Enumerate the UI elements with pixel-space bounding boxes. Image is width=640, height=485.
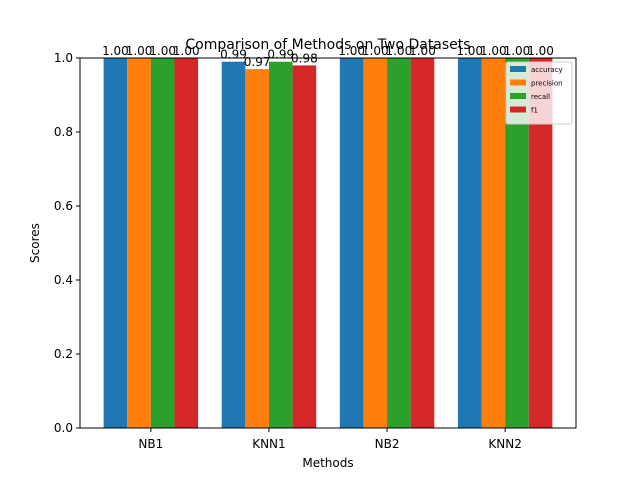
- y-axis-label: Scores: [28, 223, 42, 263]
- y-tick-label: 1.0: [54, 51, 73, 65]
- bar-precision-nb2: [363, 58, 388, 428]
- bar-precision-knn2: [481, 58, 506, 428]
- plot-frame: [79, 57, 577, 429]
- value-label-precision-knn2: 1.00: [480, 44, 507, 58]
- y-tick-label: 0.6: [54, 199, 73, 213]
- bar-accuracy-knn1: [221, 61, 246, 428]
- legend-swatch-accuracy: [510, 66, 526, 72]
- legend-swatch-precision: [510, 79, 526, 86]
- legend-label-f1: f1: [531, 107, 538, 115]
- bar-accuracy-nb2: [339, 58, 364, 428]
- y-tick-label: 0.8: [54, 125, 73, 139]
- y-tick-label: 0.2: [54, 347, 73, 361]
- y-tick-label: 0.4: [54, 273, 73, 287]
- x-tick-label-knn1: KNN1: [252, 437, 285, 451]
- value-label-f1-nb1: 1.00: [173, 44, 200, 58]
- value-label-accuracy-knn2: 1.00: [456, 44, 483, 58]
- bar-f1-nb2: [410, 58, 435, 428]
- bar-f1-nb1: [174, 58, 199, 428]
- y-tick-label: 0.0: [54, 421, 73, 435]
- x-tick-label-nb1: NB1: [138, 437, 163, 451]
- bar-accuracy-nb1: [103, 58, 128, 428]
- bar-precision-knn1: [245, 69, 269, 428]
- bar-recall-nb2: [387, 58, 411, 428]
- value-label-precision-knn1: 0.97: [244, 55, 271, 69]
- bar-recall-nb1: [150, 58, 175, 428]
- bar-precision-nb1: [127, 58, 151, 428]
- y-axis: 0.0 0.2 0.4 0.6 0.8 1.0: [54, 51, 80, 435]
- bar-accuracy-knn2: [457, 58, 482, 428]
- legend-swatch-f1: [510, 106, 526, 113]
- value-label-precision-nb2: 1.00: [362, 44, 389, 58]
- value-label-f1-knn2: 1.00: [527, 44, 554, 58]
- bar-f1-knn2: [528, 58, 553, 428]
- bars-layer: [103, 58, 553, 429]
- value-label-f1-nb2: 1.00: [409, 44, 436, 58]
- value-label-recall-nb2: 1.00: [385, 44, 412, 58]
- legend-label-precision: precision: [531, 80, 563, 88]
- value-label-recall-nb1: 1.00: [149, 44, 176, 58]
- x-axis: NB1 KNN1 NB2 KNN2: [138, 428, 522, 451]
- value-label-accuracy-nb2: 1.00: [338, 44, 365, 58]
- legend-label-accuracy: accuracy: [531, 66, 563, 74]
- value-label-recall-knn2: 1.00: [504, 44, 531, 58]
- chart-title: Comparison of Methods on Two Datasets: [185, 37, 470, 53]
- legend-swatch-recall: [510, 93, 526, 99]
- x-tick-label-knn2: KNN2: [488, 437, 521, 451]
- legend: accuracy precision recall f1: [505, 61, 573, 125]
- legend-label-recall: recall: [531, 93, 550, 101]
- x-axis-label: Methods: [302, 456, 353, 470]
- x-tick-label-nb2: NB2: [375, 437, 400, 451]
- bar-recall-knn2: [505, 58, 529, 428]
- bar-f1-knn1: [292, 65, 317, 429]
- value-label-precision-nb1: 1.00: [126, 44, 153, 58]
- bar-recall-knn1: [268, 61, 293, 428]
- value-labels-layer: 1.00 0.99 1.00 1.001.000.971.00 1.001.00 0.99…: [102, 44, 554, 69]
- value-label-accuracy-nb1: 1.00: [102, 44, 129, 58]
